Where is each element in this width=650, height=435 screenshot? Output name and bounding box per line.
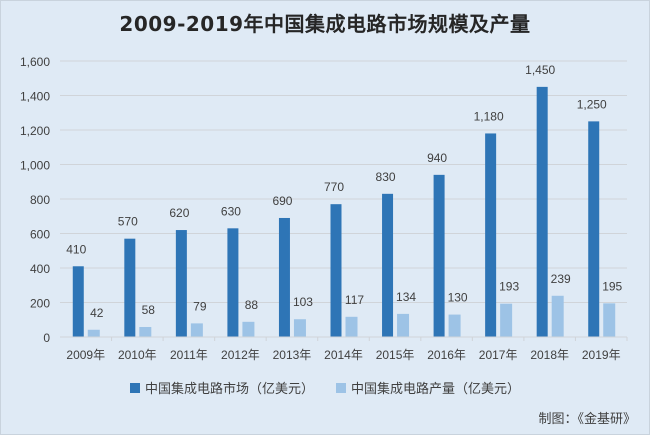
x-tick-label: 2016年: [427, 348, 466, 362]
y-tick-label: 1,000: [20, 159, 50, 173]
bar-market: [536, 86, 548, 337]
bar-output: [293, 319, 306, 337]
bar-market: [588, 121, 600, 337]
x-tick-label: 2014年: [324, 348, 363, 362]
x-tick-label: 2009年: [66, 348, 105, 362]
data-label: 239: [551, 272, 571, 286]
data-label: 79: [193, 299, 207, 313]
data-label: 134: [396, 290, 416, 304]
legend-swatch-market: [129, 382, 140, 393]
bar-output: [603, 303, 616, 337]
data-label: 690: [272, 194, 292, 208]
data-label: 1,180: [474, 109, 504, 123]
data-label: 770: [324, 180, 344, 194]
x-tick-label: 2018年: [530, 348, 569, 362]
bar-market: [124, 238, 136, 337]
x-tick-label: 2010年: [118, 348, 157, 362]
bar-market: [382, 193, 394, 337]
data-label: 193: [499, 280, 519, 294]
data-label: 195: [602, 279, 622, 293]
data-label: 620: [169, 206, 189, 220]
bar-market: [485, 133, 497, 337]
legend-item-market: 中国集成电路市场（亿美元）: [129, 378, 314, 397]
bar-output: [448, 314, 461, 337]
y-tick-label: 1,600: [20, 55, 50, 69]
credit-text: 制图：《金基研》: [538, 412, 636, 427]
data-label: 570: [118, 215, 138, 229]
bar-market: [175, 230, 187, 337]
legend-item-output: 中国集成电路产量（亿美元）: [336, 378, 520, 397]
y-tick-label: 1,400: [20, 90, 50, 104]
bar-output: [551, 295, 564, 337]
bar-market: [330, 204, 342, 337]
x-tick-label: 2011年: [170, 348, 208, 362]
bar-output: [397, 313, 410, 337]
x-tick-label: 2013年: [273, 348, 312, 362]
x-tick-label: 2015年: [376, 348, 415, 362]
bar-market: [227, 228, 239, 337]
data-label: 88: [245, 298, 259, 312]
data-label: 117: [345, 293, 364, 307]
data-label: 58: [142, 303, 156, 317]
x-tick-label: 2019年: [582, 348, 621, 362]
bar-market: [433, 174, 445, 337]
chart-title: 2009-2019年中国集成电路市场规模及产量: [119, 12, 531, 36]
y-tick-label: 1,200: [20, 124, 50, 138]
y-tick-label: 0: [43, 331, 50, 345]
legend-swatch-output: [336, 382, 346, 393]
y-tick-label: 600: [30, 228, 50, 242]
data-label: 940: [427, 151, 447, 165]
x-tick-label: 2012年: [221, 348, 260, 362]
data-label: 1,250: [577, 97, 607, 111]
data-label: 630: [221, 204, 241, 218]
data-label: 830: [376, 170, 396, 184]
data-label: 410: [66, 242, 86, 256]
y-tick-label: 800: [30, 193, 50, 207]
bar-output: [190, 323, 203, 337]
data-label: 42: [90, 306, 104, 320]
bar-output: [345, 316, 358, 337]
data-label: 103: [293, 295, 313, 309]
y-tick-label: 200: [30, 297, 50, 311]
x-tick-label: 2017年: [479, 348, 518, 362]
bar-market: [278, 217, 290, 337]
data-label: 1,450: [525, 63, 555, 77]
legend-label-market: 中国集成电路市场（亿美元）: [144, 382, 314, 397]
bar-output: [500, 303, 513, 337]
legend: 中国集成电路市场（亿美元） 中国集成电路产量（亿美元）: [0, 378, 650, 397]
data-label: 130: [448, 291, 468, 305]
legend-label-output: 中国集成电路产量（亿美元）: [351, 382, 521, 397]
bar-output: [139, 326, 152, 337]
bar-output: [242, 321, 255, 337]
y-tick-label: 400: [30, 262, 50, 276]
bar-output: [87, 329, 100, 337]
bar-market: [72, 266, 84, 337]
